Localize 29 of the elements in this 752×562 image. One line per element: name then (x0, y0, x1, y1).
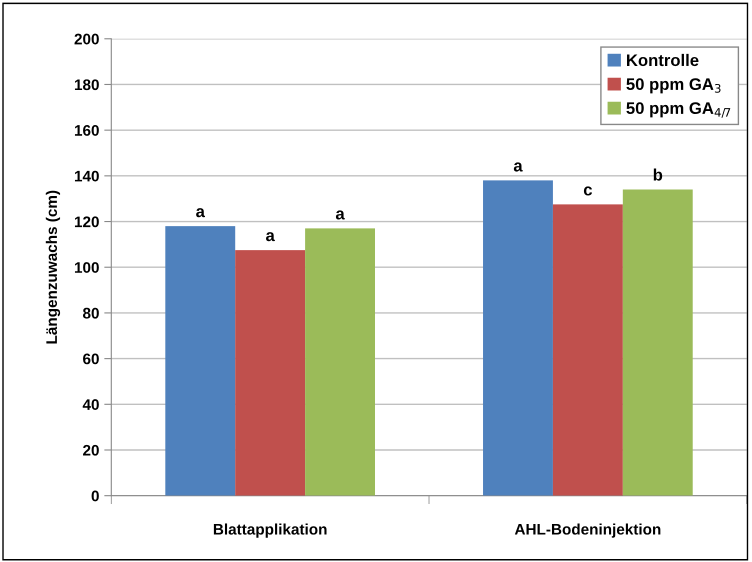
y-axis-title: Längenzuwachs (cm) (46, 190, 60, 344)
text: a (336, 210, 345, 220)
y-tick-label: 120 (74, 216, 99, 228)
text: c (584, 186, 592, 196)
y-tick-label: 160 (74, 125, 99, 136)
bar (235, 250, 306, 496)
legend-label: Kontrolle (627, 54, 698, 66)
y-tick-label: 0 (92, 490, 99, 502)
y-tick-label: 180 (74, 79, 99, 90)
bar (552, 204, 623, 496)
text: a (266, 232, 275, 242)
y-tick-label: 140 (74, 170, 99, 182)
legend-label: 50 ppm GA$_{3}$ (626, 78, 721, 94)
x-tick-label: Blattapplikation (214, 523, 327, 538)
y-tick-label: 200 (74, 34, 99, 44)
text: b (654, 168, 662, 181)
x-tick-label: AHL-Bodeninjektion (514, 523, 660, 538)
y-tick-label: 60 (83, 353, 99, 364)
y-tick-label: 80 (82, 308, 99, 319)
text: a (196, 208, 205, 218)
legend-label: 50 ppm GA$_{4/7}$ (626, 102, 730, 118)
y-tick-label: 40 (82, 399, 99, 410)
bar (483, 180, 553, 496)
y-tick-label: 100 (74, 262, 99, 273)
bar (165, 226, 236, 496)
bar (305, 228, 376, 496)
bar (622, 190, 693, 496)
y-tick-label: 20 (83, 444, 99, 456)
text: a (514, 162, 523, 172)
